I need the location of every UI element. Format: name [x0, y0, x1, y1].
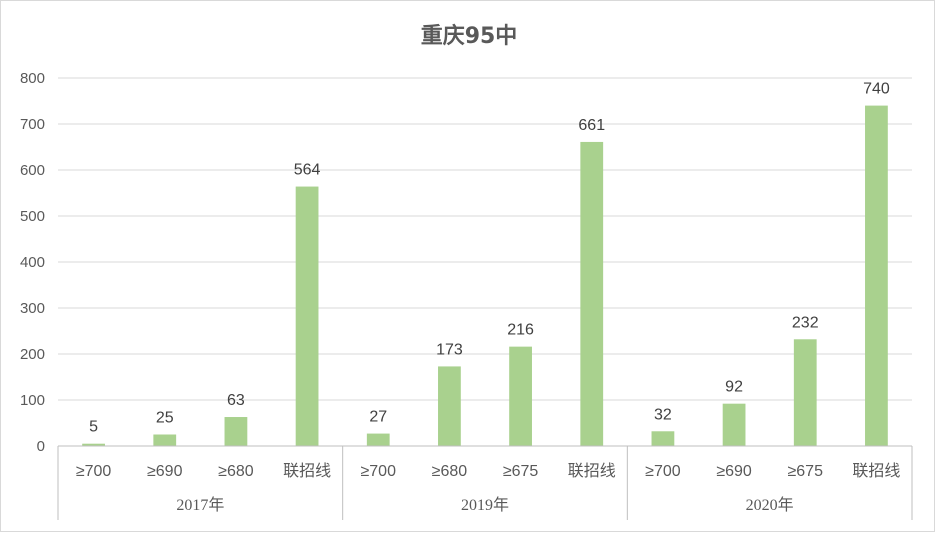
x-category-label: ≥700	[361, 463, 397, 480]
x-category-label: ≥680	[432, 463, 468, 480]
x-group-label: 2017年	[176, 496, 224, 514]
x-category-label: 联招线	[568, 462, 616, 480]
data-label: 232	[792, 314, 819, 331]
bar	[153, 434, 177, 446]
bar	[438, 366, 461, 446]
data-label: 32	[654, 406, 672, 423]
x-category-label: ≥680	[218, 463, 254, 480]
data-label: 25	[156, 410, 174, 427]
bar	[295, 186, 319, 446]
y-tick-label: 300	[20, 300, 45, 317]
data-label: 5	[89, 419, 98, 436]
data-label: 63	[227, 392, 245, 409]
x-category-label: ≥700	[645, 463, 681, 480]
y-axis: 0 100 200 300 400 500 600 700 800	[20, 70, 45, 455]
x-category-label: ≥700	[76, 463, 112, 480]
bar	[722, 403, 746, 446]
bar	[509, 346, 532, 446]
bar	[793, 339, 817, 446]
gridlines	[58, 77, 912, 401]
bar	[651, 431, 675, 446]
y-tick-label: 100	[20, 392, 45, 409]
x-category-label: ≥690	[716, 463, 752, 480]
y-tick-label: 600	[20, 162, 45, 179]
data-label: 661	[578, 117, 605, 134]
y-tick-label: 400	[20, 254, 45, 271]
y-tick-label: 700	[20, 116, 45, 133]
y-tick-label: 0	[37, 438, 45, 455]
x-axis: ≥700 ≥690 ≥680 联招线 2017年 ≥700 ≥680 ≥675 联招线 2019年…	[57, 445, 913, 520]
x-category-label: 联招线	[283, 462, 331, 480]
x-category-label: ≥675	[503, 463, 539, 480]
y-tick-label: 800	[20, 70, 45, 87]
chart-title: 重庆95中	[421, 23, 518, 49]
bar	[224, 417, 248, 446]
bar	[865, 105, 888, 446]
data-label: 173	[436, 341, 463, 358]
y-tick-label: 200	[20, 346, 45, 363]
y-tick-label: 500	[20, 208, 45, 225]
data-label: 27	[369, 409, 387, 426]
x-category-label: ≥690	[147, 463, 183, 480]
bar	[580, 141, 604, 446]
bars	[82, 105, 888, 446]
x-category-label: ≥675	[788, 463, 824, 480]
bar	[82, 443, 105, 446]
data-label: 216	[507, 322, 534, 339]
data-label: 740	[863, 81, 890, 98]
data-label: 92	[725, 379, 743, 396]
bar	[366, 433, 390, 446]
x-category-label: 联招线	[852, 462, 900, 480]
data-labels: 5 25 63 564 27 173 216 661 32 92 232 740	[89, 81, 890, 436]
x-group-label: 2020年	[746, 496, 794, 514]
data-label: 564	[294, 162, 321, 179]
x-group-label: 2019年	[461, 496, 509, 514]
